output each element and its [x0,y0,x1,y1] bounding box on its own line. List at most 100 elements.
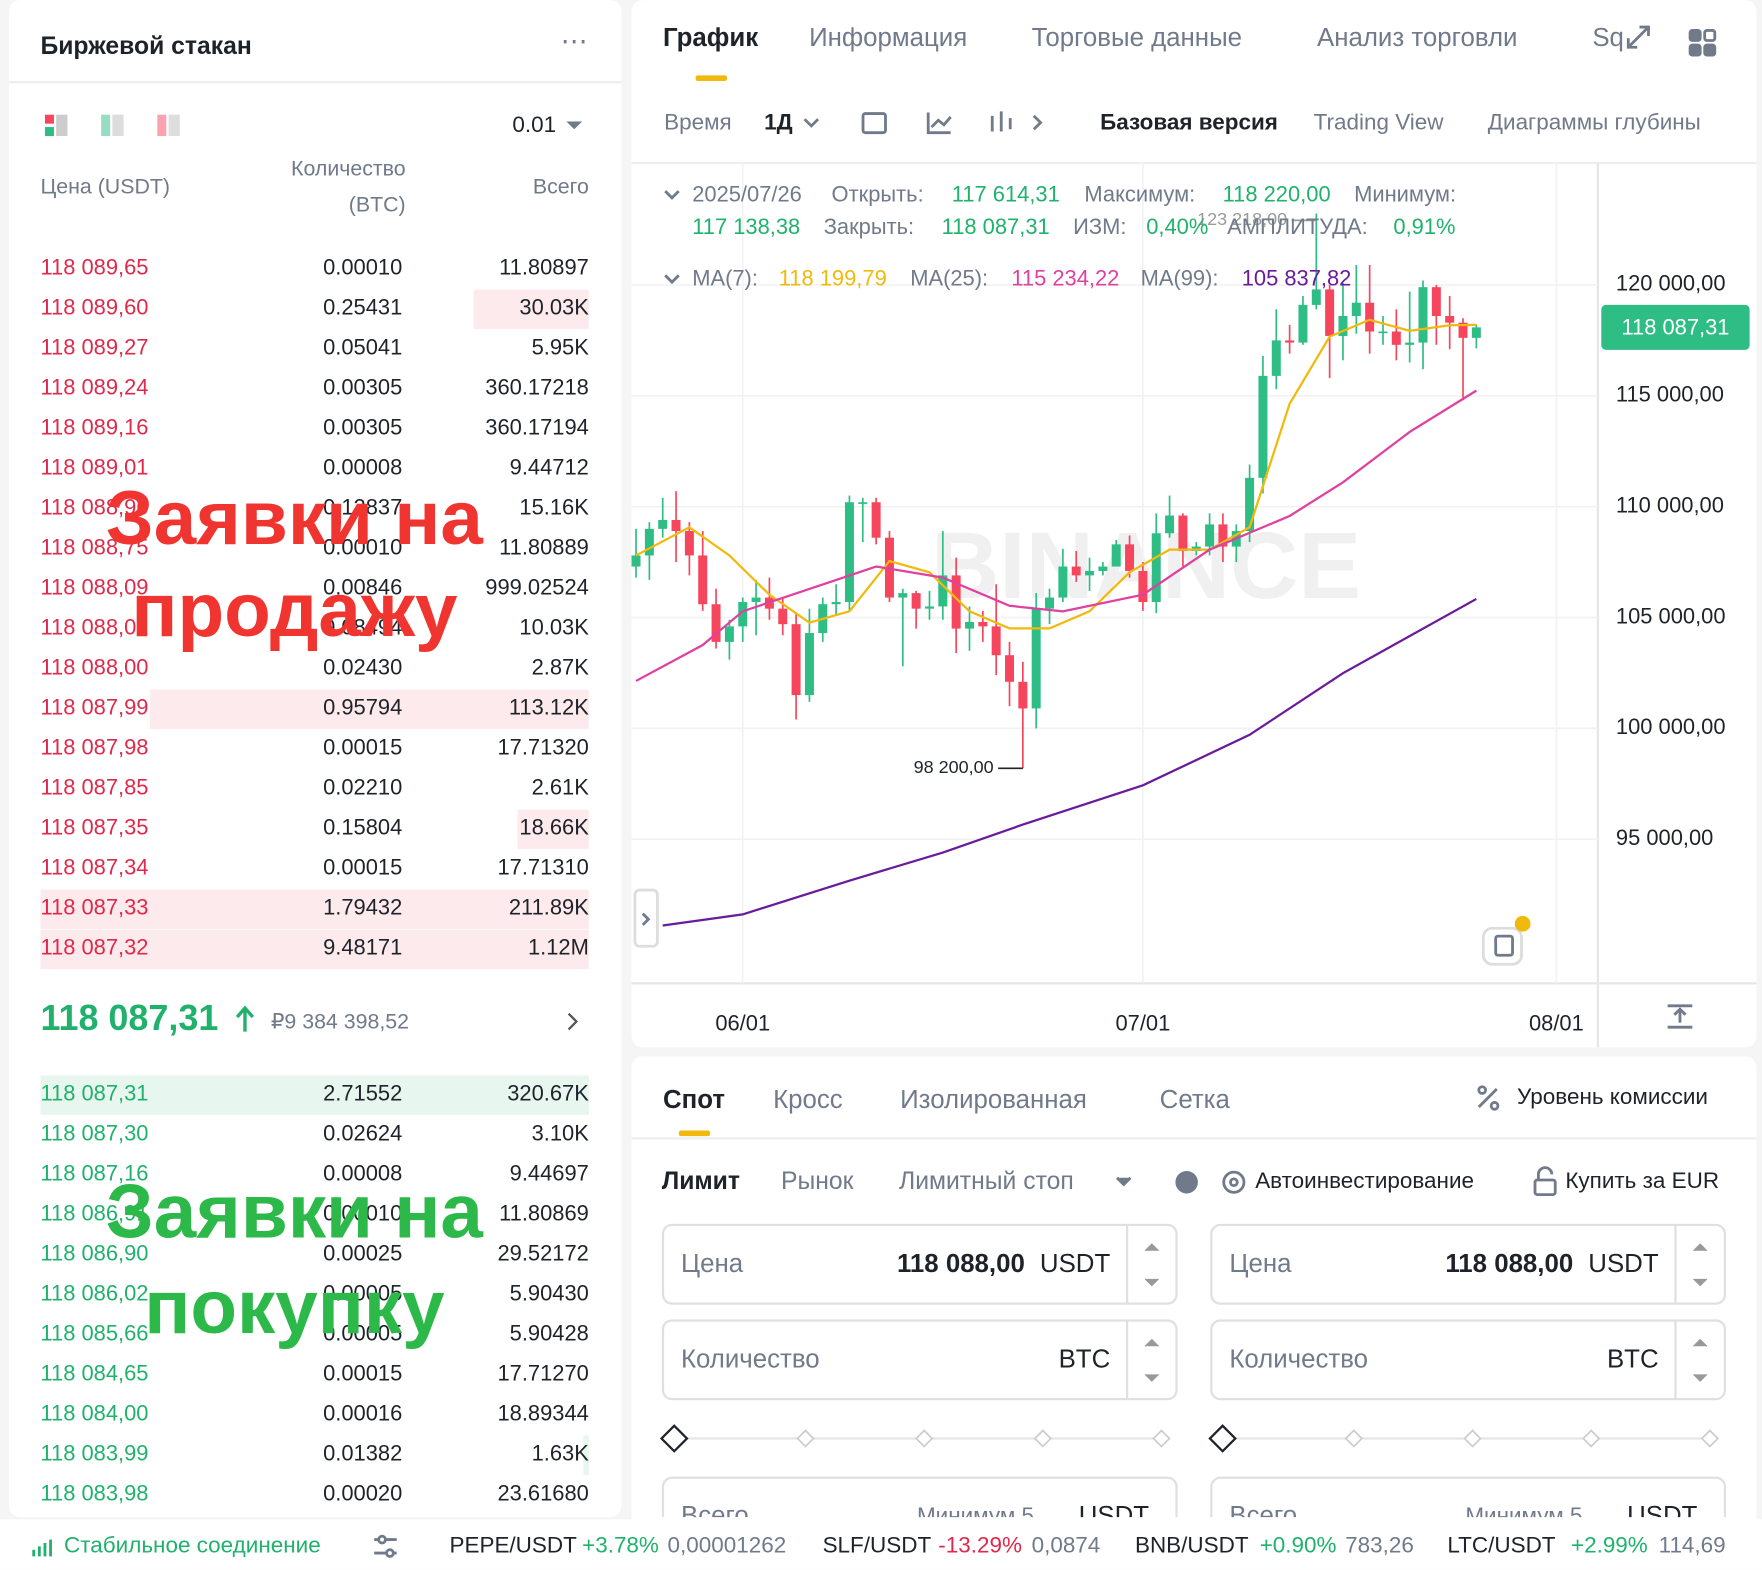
row-total: 11.80897 [499,254,589,279]
row-price: 118 083,99 [40,1440,148,1465]
candle-body [1458,322,1468,338]
row-price: 118 086,91 [40,1200,148,1225]
row-total: 11.80869 [499,1200,589,1225]
input-box[interactable] [1210,1476,1727,1557]
buy-eur[interactable]: Купить за EUR [1565,1168,1719,1193]
row-price: 118 087,32 [40,935,148,960]
candle-body [858,502,868,504]
input-box[interactable] [661,1223,1178,1305]
input-box[interactable] [1210,1223,1727,1305]
legend-text: Минимум: [1354,181,1456,206]
last-price-rub: ₽9 384 398,52 [271,1009,409,1033]
ticker-pair[interactable]: PEPE/USDT [449,1532,577,1557]
trade-tab[interactable]: Кросс [773,1086,843,1114]
input-box[interactable] [1210,1319,1727,1401]
slider-step [1344,1429,1364,1448]
row-price: 118 087,30 [40,1120,148,1145]
row-total: 18.89344 [497,1400,588,1425]
candle-body [724,626,734,642]
fee-level[interactable]: Уровень комиссии [1517,1084,1708,1109]
row-qty: 0.00010 [323,1200,402,1225]
stepper[interactable] [1693,1338,1708,1382]
candle-body [831,601,841,605]
slider-handle[interactable] [659,1424,689,1453]
ticker-pair[interactable]: SLF/USDT [823,1532,932,1557]
row-qty: 0.00015 [323,734,402,759]
candle-body [1378,331,1388,334]
row-price: 118 089,27 [40,334,148,359]
row-total: 999.02524 [485,574,589,599]
chart-tab[interactable]: График [663,24,758,52]
input-unit: BTC [1607,1346,1659,1374]
row-qty: 0.00005 [323,1320,402,1345]
candle-body [1125,544,1135,571]
row-total: 2.61K [532,774,590,799]
candle-body [1138,570,1148,602]
row-total: 23.61680 [497,1480,588,1505]
order-type[interactable]: Лимитный стоп [899,1168,1074,1195]
slider-step [1700,1429,1719,1448]
candle-body [684,531,694,556]
row-price: 118 089,60 [40,294,148,319]
ticker-change: +3.78% [582,1532,659,1557]
ticker-pair[interactable]: LTC/USDT [1447,1532,1555,1557]
input-box[interactable] [661,1476,1178,1557]
interval-select[interactable]: 1Д [764,110,793,135]
view-tab[interactable]: Trading View [1314,110,1445,135]
legend-ma-name: MA(99): [1141,266,1219,291]
order-type[interactable]: Лимит [662,1168,740,1195]
legend-text: 117 138,38 [692,214,800,239]
input-label: Цена [681,1250,744,1278]
chart-tab[interactable]: Анализ торговли [1317,24,1517,52]
slider-handle[interactable] [1208,1424,1237,1453]
view-tab[interactable]: Базовая версия [1100,110,1278,135]
chart-tab[interactable]: Информация [809,24,967,52]
slider-step [915,1429,934,1448]
chart-tab[interactable]: Торговые данные [1032,24,1242,52]
input-box[interactable] [661,1319,1178,1401]
precision-select[interactable]: 0.01 [512,112,556,137]
row-price: 118 084,65 [40,1360,148,1385]
trade-tab[interactable]: Сетка [1160,1086,1231,1114]
stepper[interactable] [1144,1338,1159,1382]
toolbar-icons [633,25,1717,1029]
row-total: 113.12K [509,694,589,719]
legend-text: 2025/07/26 [692,181,802,206]
view-tab[interactable]: Диаграммы глубины [1488,110,1701,135]
candle-body [1245,477,1255,532]
row-total: 15.16K [519,494,589,519]
row-price: 118 087,31 [40,1080,148,1105]
candle-body [1031,608,1041,709]
row-total: 17.71320 [497,734,588,759]
row-total: 211.89K [509,895,589,920]
stepper[interactable] [1144,1243,1159,1287]
row-qty: 0.02624 [323,1120,402,1145]
ticker-pair[interactable]: BNB/USDT [1135,1532,1249,1557]
auto-invest[interactable]: Автоинвестирование [1255,1168,1474,1193]
row-total: 9.44697 [510,1160,589,1185]
candle-body [924,606,934,609]
y-tick-label: 95 000,00 [1616,825,1713,850]
column-header: Всего [533,174,589,198]
candle-body [911,593,921,609]
row-qty: 0.00008 [323,1160,402,1185]
trade-tab[interactable]: Спот [663,1086,725,1114]
row-price: 118 087,35 [40,814,148,839]
candle-body [631,555,641,567]
candle-body [1405,342,1415,345]
row-price: 118 086,02 [40,1280,148,1305]
column-header: Количество [291,156,406,180]
row-qty: 2.71552 [323,1080,402,1105]
candle-body [644,528,654,556]
order-type[interactable]: Рынок [781,1168,854,1195]
trade-tab[interactable]: Изолированная [900,1086,1087,1114]
row-qty: 0.00846 [323,574,402,599]
overlay-caption: продажу [131,568,458,653]
stepper[interactable] [1693,1243,1708,1287]
chart-tab[interactable]: Sq [1592,24,1624,52]
x-tick-label: 08/01 [1529,1011,1584,1036]
input-unit: USDT [1079,1502,1150,1530]
candle-body [978,621,988,627]
annotation: 98 200,00 [914,757,994,777]
candle-body [871,502,881,538]
